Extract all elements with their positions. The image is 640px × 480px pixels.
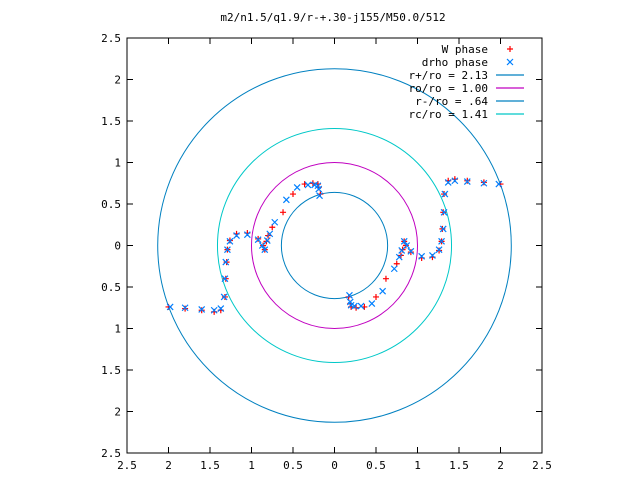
legend-swatch xyxy=(506,58,514,66)
drho-phase-point xyxy=(379,287,387,295)
drho-phase-point xyxy=(463,178,471,186)
legend-label: rc/ro = 1.41 xyxy=(409,108,488,121)
drho-phase-point xyxy=(217,305,225,313)
x-tick-label: 0.5 xyxy=(366,459,386,472)
x-tick-label: 2 xyxy=(497,459,504,472)
y-tick-label: 1 xyxy=(114,323,121,336)
y-tick-label: 2 xyxy=(114,406,121,419)
drho-phase-point xyxy=(346,291,353,299)
x-tick-label: 1.5 xyxy=(200,459,220,472)
drho-phase-point xyxy=(233,232,240,239)
w-phase-point xyxy=(382,275,389,282)
drho-phase-point xyxy=(263,237,271,244)
w-phase-point xyxy=(290,191,296,198)
drho-phase-point xyxy=(407,247,415,255)
y-tick-label: 2.5 xyxy=(101,447,121,460)
y-tick-label: 0.5 xyxy=(101,198,121,211)
drho-phase-point xyxy=(441,190,449,198)
drho-phase-point xyxy=(316,192,323,200)
y-tick-label: 1.5 xyxy=(101,364,121,377)
drho-phase-point xyxy=(304,181,312,189)
drho-phase-point xyxy=(271,218,279,226)
drho-phase-point xyxy=(438,237,445,245)
drho-phase-point xyxy=(357,302,365,310)
legend-label: W phase xyxy=(442,43,488,56)
y-tick-label: 2 xyxy=(114,74,121,87)
x-tick-label: 2.5 xyxy=(532,459,552,472)
drho-phase-point xyxy=(480,179,488,187)
y-tick-label: 1 xyxy=(114,157,121,170)
x-tick-label: 1 xyxy=(248,459,255,472)
circle-r-ro xyxy=(280,191,389,300)
x-tick-label: 0 xyxy=(331,459,338,472)
drho-phase-point xyxy=(346,298,354,306)
drho-phase-point xyxy=(166,303,174,311)
drho-phase-point xyxy=(224,246,231,254)
legend-label: ro/ro = 1.00 xyxy=(409,82,488,95)
y-tick-label: 2.5 xyxy=(101,32,121,45)
drho-phase-point xyxy=(198,305,206,313)
w-phase-point xyxy=(280,209,287,216)
drho-phase-point xyxy=(395,253,403,261)
drho-phase-point xyxy=(398,247,406,254)
y-tick-label: 0.5 xyxy=(101,281,121,294)
drho-phase-point xyxy=(254,236,262,244)
circle-r+ro xyxy=(157,68,512,423)
drho-phase-point xyxy=(400,237,408,245)
drho-phase-point xyxy=(282,196,290,204)
circle-roro xyxy=(251,162,418,329)
drho-phase-point xyxy=(243,231,251,239)
drho-phase-point xyxy=(435,246,443,254)
y-tick-label: 0 xyxy=(114,240,121,253)
drho-phase-point xyxy=(368,300,376,308)
drho-phase-point xyxy=(444,178,452,186)
drho-phase-point xyxy=(261,246,269,254)
circle-rcro xyxy=(216,127,453,364)
drho-phase-point xyxy=(440,208,448,216)
x-tick-label: 1 xyxy=(414,459,421,472)
drho-phase-point xyxy=(210,306,218,314)
drho-phase-point xyxy=(181,304,189,312)
x-tick-label: 2.5 xyxy=(117,459,137,472)
legend-swatch xyxy=(507,46,513,52)
x-tick-label: 0.5 xyxy=(283,459,303,472)
y-tick-label: 1.5 xyxy=(101,115,121,128)
legend-label: drho phase xyxy=(422,56,488,69)
drho-phase-point xyxy=(293,183,301,191)
drho-phase-point xyxy=(315,185,323,193)
w-phase-point xyxy=(373,293,379,300)
drho-phase-point xyxy=(221,275,229,283)
drho-phase-point xyxy=(226,237,234,245)
chart-title: m2/n1.5/q1.9/r-+.30-j155/M50.0/512 xyxy=(220,11,445,24)
drho-phase-point xyxy=(439,225,447,233)
x-tick-label: 2 xyxy=(165,459,172,472)
drho-phase-point xyxy=(418,252,426,260)
drho-phase-point xyxy=(451,177,459,185)
x-tick-label: 1.5 xyxy=(449,459,469,472)
drho-phase-point xyxy=(429,252,436,259)
drho-phase-point xyxy=(220,293,228,301)
legend-label: r+/ro = 2.13 xyxy=(409,69,488,82)
legend-label: r-/ro = .64 xyxy=(415,95,488,108)
drho-phase-point xyxy=(266,230,274,238)
drho-phase-point xyxy=(495,180,503,188)
drho-phase-point xyxy=(390,265,398,273)
drho-phase-point xyxy=(222,258,230,266)
